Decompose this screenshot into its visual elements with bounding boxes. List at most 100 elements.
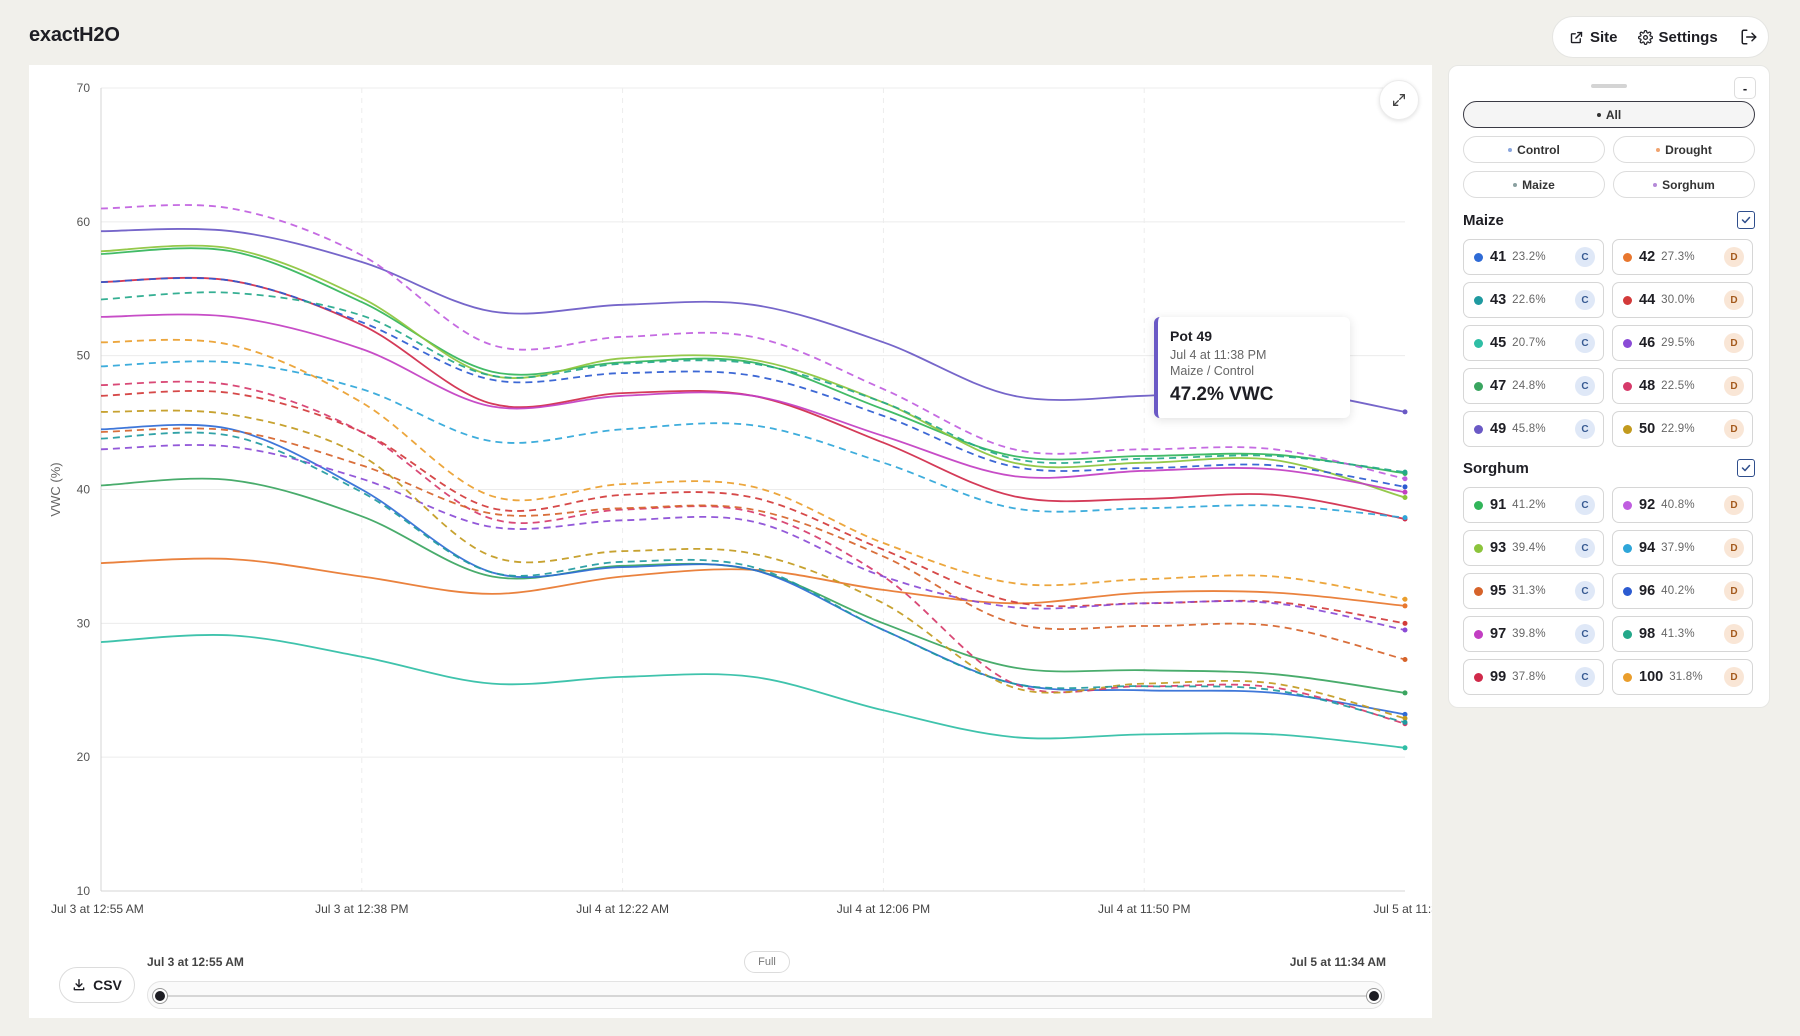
pot-id: 99	[1490, 669, 1507, 685]
pot-toggle-94[interactable]: 94 37.9% D	[1612, 530, 1753, 566]
pot-color-dot	[1474, 338, 1483, 348]
series-line-pot-42[interactable]	[100, 557, 1406, 607]
pot-vwc-value: 37.9%	[1661, 542, 1695, 554]
drag-handle[interactable]	[1591, 84, 1627, 88]
series-line-pot-50[interactable]	[100, 409, 1406, 720]
pot-toggle-95[interactable]: 95 31.3% C	[1463, 573, 1604, 609]
pot-id: 91	[1490, 497, 1507, 513]
pot-toggle-48[interactable]: 48 22.5% D	[1612, 368, 1753, 404]
series-line-pot-91[interactable]	[100, 247, 1406, 475]
pot-toggle-92[interactable]: 92 40.8% D	[1612, 487, 1753, 523]
pot-color-dot	[1623, 252, 1632, 262]
range-end-handle[interactable]	[1367, 989, 1381, 1003]
pot-toggle-50[interactable]: 50 22.9% D	[1612, 411, 1753, 447]
download-icon	[73, 979, 85, 991]
series-line-pot-95[interactable]	[100, 427, 1406, 661]
series-line-pot-97[interactable]	[100, 313, 1406, 494]
pot-toggle-100[interactable]: 100 31.8% D	[1612, 659, 1753, 695]
range-end-label: Jul 5 at 11:34 AM	[1289, 955, 1386, 969]
treatment-badge: D	[1724, 667, 1744, 687]
filter-control-chip[interactable]: Control	[1463, 136, 1605, 163]
group-header-sorghum: Sorghum	[1463, 459, 1755, 477]
series-line-pot-47[interactable]	[100, 477, 1406, 694]
time-range-bar: CSV Jul 3 at 12:55 AM Full Jul 5 at 11:3…	[29, 945, 1432, 1015]
pot-toggle-43[interactable]: 43 22.6% C	[1463, 282, 1604, 318]
group-title: Maize	[1463, 211, 1504, 229]
pot-id: 95	[1490, 583, 1507, 599]
pot-color-dot	[1474, 381, 1483, 391]
pot-color-dot	[1623, 295, 1632, 305]
tooltip-value: 47.2% VWC	[1170, 384, 1274, 405]
y-tick-label: 40	[77, 483, 91, 497]
treatment-badge: C	[1575, 376, 1595, 396]
filter-drought-chip[interactable]: Drought	[1613, 136, 1755, 163]
treatment-badge: C	[1575, 419, 1595, 439]
series-line-pot-93[interactable]	[100, 244, 1406, 499]
pot-toggle-49[interactable]: 49 45.8% C	[1463, 411, 1604, 447]
pot-filter-panel: - All Control Drought Maize Sorghum Maiz…	[1448, 65, 1770, 708]
series-line-pot-96[interactable]	[100, 277, 1406, 488]
pot-color-dot	[1474, 424, 1483, 434]
pot-vwc-value: 22.9%	[1661, 423, 1695, 435]
pot-color-dot	[1623, 338, 1632, 348]
pot-vwc-value: 45.8%	[1512, 423, 1546, 435]
pot-toggle-46[interactable]: 46 29.5% D	[1612, 325, 1753, 361]
range-slider-rail	[160, 995, 1372, 997]
series-line-pot-48[interactable]	[100, 380, 1406, 725]
logout-button[interactable]	[1740, 28, 1758, 46]
group-checkbox-maize[interactable]	[1737, 211, 1755, 229]
dot-icon	[1656, 147, 1661, 152]
fullscreen-button[interactable]	[1379, 80, 1419, 120]
pot-id: 47	[1490, 378, 1507, 394]
group-checkbox-sorghum[interactable]	[1737, 459, 1755, 477]
series-line-pot-46[interactable]	[100, 444, 1406, 631]
pot-vwc-value: 22.6%	[1512, 294, 1546, 306]
filter-maize-chip[interactable]: Maize	[1463, 171, 1605, 198]
series-line-pot-94[interactable]	[100, 360, 1406, 519]
settings-button[interactable]: Settings	[1637, 29, 1718, 46]
range-slider[interactable]	[147, 981, 1385, 1009]
treatment-badge: C	[1575, 290, 1595, 310]
treatment-badge: C	[1575, 624, 1595, 644]
pot-toggle-91[interactable]: 91 41.2% C	[1463, 487, 1604, 523]
series-line-pot-100[interactable]	[100, 338, 1406, 601]
dot-icon	[1508, 147, 1513, 152]
x-tick-label: Jul 3 at 12:38 PM	[315, 902, 408, 916]
series-line-pot-92[interactable]	[100, 204, 1406, 480]
series-line-pot-45[interactable]	[100, 634, 1406, 749]
pot-color-dot	[1623, 543, 1632, 553]
pot-toggle-97[interactable]: 97 39.8% C	[1463, 616, 1604, 652]
csv-download-button[interactable]: CSV	[59, 967, 135, 1003]
treatment-badge: C	[1575, 581, 1595, 601]
pot-toggle-98[interactable]: 98 41.3% D	[1612, 616, 1753, 652]
pot-toggle-99[interactable]: 99 37.8% C	[1463, 659, 1604, 695]
filter-sorghum-chip[interactable]: Sorghum	[1613, 171, 1755, 198]
range-start-handle[interactable]	[153, 989, 167, 1003]
pot-color-dot	[1474, 586, 1483, 596]
vwc-line-chart[interactable]: 10 20 30 40 50 60 70 Jul 3 at 12:55 AM Jul 3 at …	[29, 65, 1432, 945]
filter-drought-label: Drought	[1665, 142, 1712, 157]
collapse-panel-button[interactable]: -	[1734, 77, 1756, 99]
filter-all-chip[interactable]: All	[1463, 101, 1755, 128]
pot-id: 50	[1639, 421, 1656, 437]
site-link[interactable]: Site	[1569, 29, 1618, 46]
pot-vwc-value: 27.3%	[1661, 251, 1695, 263]
app-title: exactH2O	[29, 24, 120, 46]
pot-toggle-93[interactable]: 93 39.4% C	[1463, 530, 1604, 566]
tooltip-time: Jul 4 at 11:38 PM	[1170, 348, 1267, 362]
group-title: Sorghum	[1463, 459, 1529, 477]
pot-grid-sorghum: 91 41.2% C 92 40.8% D 93 39.4% C 94 37.9% D 95 31.3% C…	[1463, 487, 1755, 695]
pot-vwc-value: 24.8%	[1512, 380, 1546, 392]
pot-toggle-96[interactable]: 96 40.2% D	[1612, 573, 1753, 609]
pot-color-dot	[1623, 381, 1632, 391]
full-range-button[interactable]: Full	[744, 951, 790, 973]
pot-toggle-47[interactable]: 47 24.8% C	[1463, 368, 1604, 404]
treatment-badge: D	[1724, 290, 1744, 310]
pot-toggle-45[interactable]: 45 20.7% C	[1463, 325, 1604, 361]
series-line-pot-43[interactable]	[100, 431, 1406, 724]
pot-toggle-44[interactable]: 44 30.0% D	[1612, 282, 1753, 318]
pot-vwc-value: 23.2%	[1512, 251, 1546, 263]
treatment-badge: C	[1575, 667, 1595, 687]
pot-toggle-41[interactable]: 41 23.2% C	[1463, 239, 1604, 275]
pot-toggle-42[interactable]: 42 27.3% D	[1612, 239, 1753, 275]
